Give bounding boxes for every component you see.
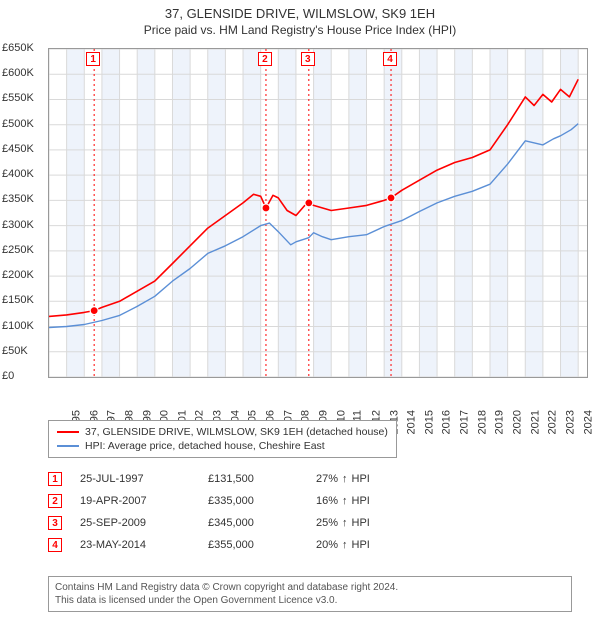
x-tick-label: 2020	[511, 410, 523, 434]
y-tick-label: £350K	[2, 193, 34, 205]
event-marker-3: 3	[301, 52, 315, 66]
sale-hpi-delta: 25%↑HPI	[316, 517, 370, 529]
sales-table: 125-JUL-1997£131,50027%↑HPI219-APR-2007£…	[48, 468, 548, 556]
legend-row: HPI: Average price, detached house, Ches…	[57, 439, 388, 453]
y-tick-label: £200K	[2, 269, 34, 281]
chart-container: 37, GLENSIDE DRIVE, WILMSLOW, SK9 1EH Pr…	[0, 0, 600, 620]
footer-line2: This data is licensed under the Open Gov…	[55, 594, 565, 607]
sale-row: 219-APR-2007£335,00016%↑HPI	[48, 490, 548, 512]
up-arrow-icon: ↑	[342, 517, 348, 529]
x-tick-label: 2018	[476, 410, 488, 434]
titles: 37, GLENSIDE DRIVE, WILMSLOW, SK9 1EH Pr…	[0, 0, 600, 37]
sale-hpi-delta: 20%↑HPI	[316, 539, 370, 551]
sale-row: 125-JUL-1997£131,50027%↑HPI	[48, 468, 548, 490]
x-tick-label: 2016	[441, 410, 453, 434]
event-marker-2: 2	[258, 52, 272, 66]
legend: 37, GLENSIDE DRIVE, WILMSLOW, SK9 1EH (d…	[48, 420, 397, 458]
legend-label: 37, GLENSIDE DRIVE, WILMSLOW, SK9 1EH (d…	[85, 426, 388, 438]
y-tick-label: £400K	[2, 168, 34, 180]
legend-swatch	[57, 445, 79, 447]
sale-marker-box: 2	[48, 494, 62, 508]
sale-price: 19-APR-2007	[80, 495, 190, 507]
y-tick-label: £250K	[2, 244, 34, 256]
attribution-footer: Contains HM Land Registry data © Crown c…	[48, 576, 572, 612]
sale-marker-box: 3	[48, 516, 62, 530]
sale-marker-box: 1	[48, 472, 62, 486]
x-tick-label: 2023	[564, 410, 576, 434]
y-tick-label: £500K	[2, 118, 34, 130]
sale-hpi-delta: 16%↑HPI	[316, 495, 370, 507]
x-tick-label: 2019	[494, 410, 506, 434]
event-marker-1: 1	[86, 52, 100, 66]
y-tick-label: £150K	[2, 294, 34, 306]
up-arrow-icon: ↑	[342, 473, 348, 485]
sale-price: 25-JUL-1997	[80, 473, 190, 485]
sale-marker-box: 4	[48, 538, 62, 552]
legend-swatch	[57, 431, 79, 433]
sale-row: 423-MAY-2014£355,00020%↑HPI	[48, 534, 548, 556]
sale-price: 23-MAY-2014	[80, 539, 190, 551]
sale-row: 325-SEP-2009£345,00025%↑HPI	[48, 512, 548, 534]
y-tick-label: £300K	[2, 219, 34, 231]
y-tick-label: £600K	[2, 67, 34, 79]
title-address: 37, GLENSIDE DRIVE, WILMSLOW, SK9 1EH	[0, 6, 600, 21]
sale-price: 25-SEP-2009	[80, 517, 190, 529]
x-tick-label: 2014	[406, 410, 418, 434]
x-tick-label: 2024	[582, 410, 594, 434]
up-arrow-icon: ↑	[342, 539, 348, 551]
x-tick-label: 2021	[529, 410, 541, 434]
legend-label: HPI: Average price, detached house, Ches…	[85, 440, 325, 452]
x-tick-label: 2022	[547, 410, 559, 434]
legend-row: 37, GLENSIDE DRIVE, WILMSLOW, SK9 1EH (d…	[57, 425, 388, 439]
y-tick-label: £50K	[2, 345, 28, 357]
up-arrow-icon: ↑	[342, 495, 348, 507]
x-tick-label: 2017	[459, 410, 471, 434]
title-subtitle: Price paid vs. HM Land Registry's House …	[0, 23, 600, 37]
y-tick-label: £550K	[2, 92, 34, 104]
plot-svg	[49, 49, 587, 377]
y-tick-label: £650K	[2, 42, 34, 54]
footer-line1: Contains HM Land Registry data © Crown c…	[55, 581, 565, 594]
plot-area	[48, 48, 588, 378]
event-marker-4: 4	[383, 52, 397, 66]
y-tick-label: £100K	[2, 320, 34, 332]
x-tick-label: 2015	[423, 410, 435, 434]
y-tick-label: £0	[2, 370, 14, 382]
y-tick-label: £450K	[2, 143, 34, 155]
sale-hpi-delta: 27%↑HPI	[316, 473, 370, 485]
